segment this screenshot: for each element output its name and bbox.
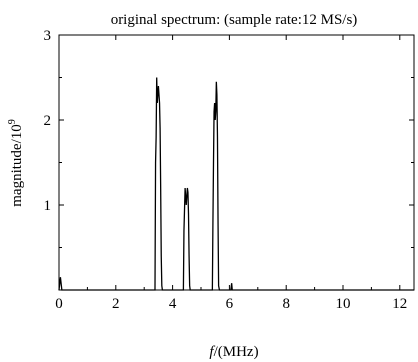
y-axis-label-base: magnitude/10 [9, 124, 25, 207]
y-tick-label: 1 [44, 198, 52, 214]
y-tick-label: 2 [44, 113, 52, 129]
x-axis-label: f/(MHz) [209, 344, 258, 360]
x-tick-label: 2 [112, 296, 120, 312]
y-axis-label-exponent: 9 [7, 119, 18, 124]
spectrum-line [58, 77, 414, 291]
x-tick-label: 6 [226, 296, 234, 312]
x-axis-label-unit: /(MHz) [214, 344, 259, 360]
x-tick-label: 12 [392, 296, 407, 312]
plot-frame [58, 34, 415, 291]
x-tick-label: 8 [282, 296, 290, 312]
chart-title: original spectrum: (sample rate:12 MS/s) [111, 12, 358, 28]
x-tick-label: 10 [336, 296, 351, 312]
x-tick-label: 0 [55, 296, 63, 312]
x-tick-label: 4 [169, 296, 177, 312]
y-axis-label: magnitude/109 [7, 119, 25, 207]
x-axis-label-italic: f [209, 344, 215, 360]
y-tick-label: 3 [44, 28, 52, 44]
